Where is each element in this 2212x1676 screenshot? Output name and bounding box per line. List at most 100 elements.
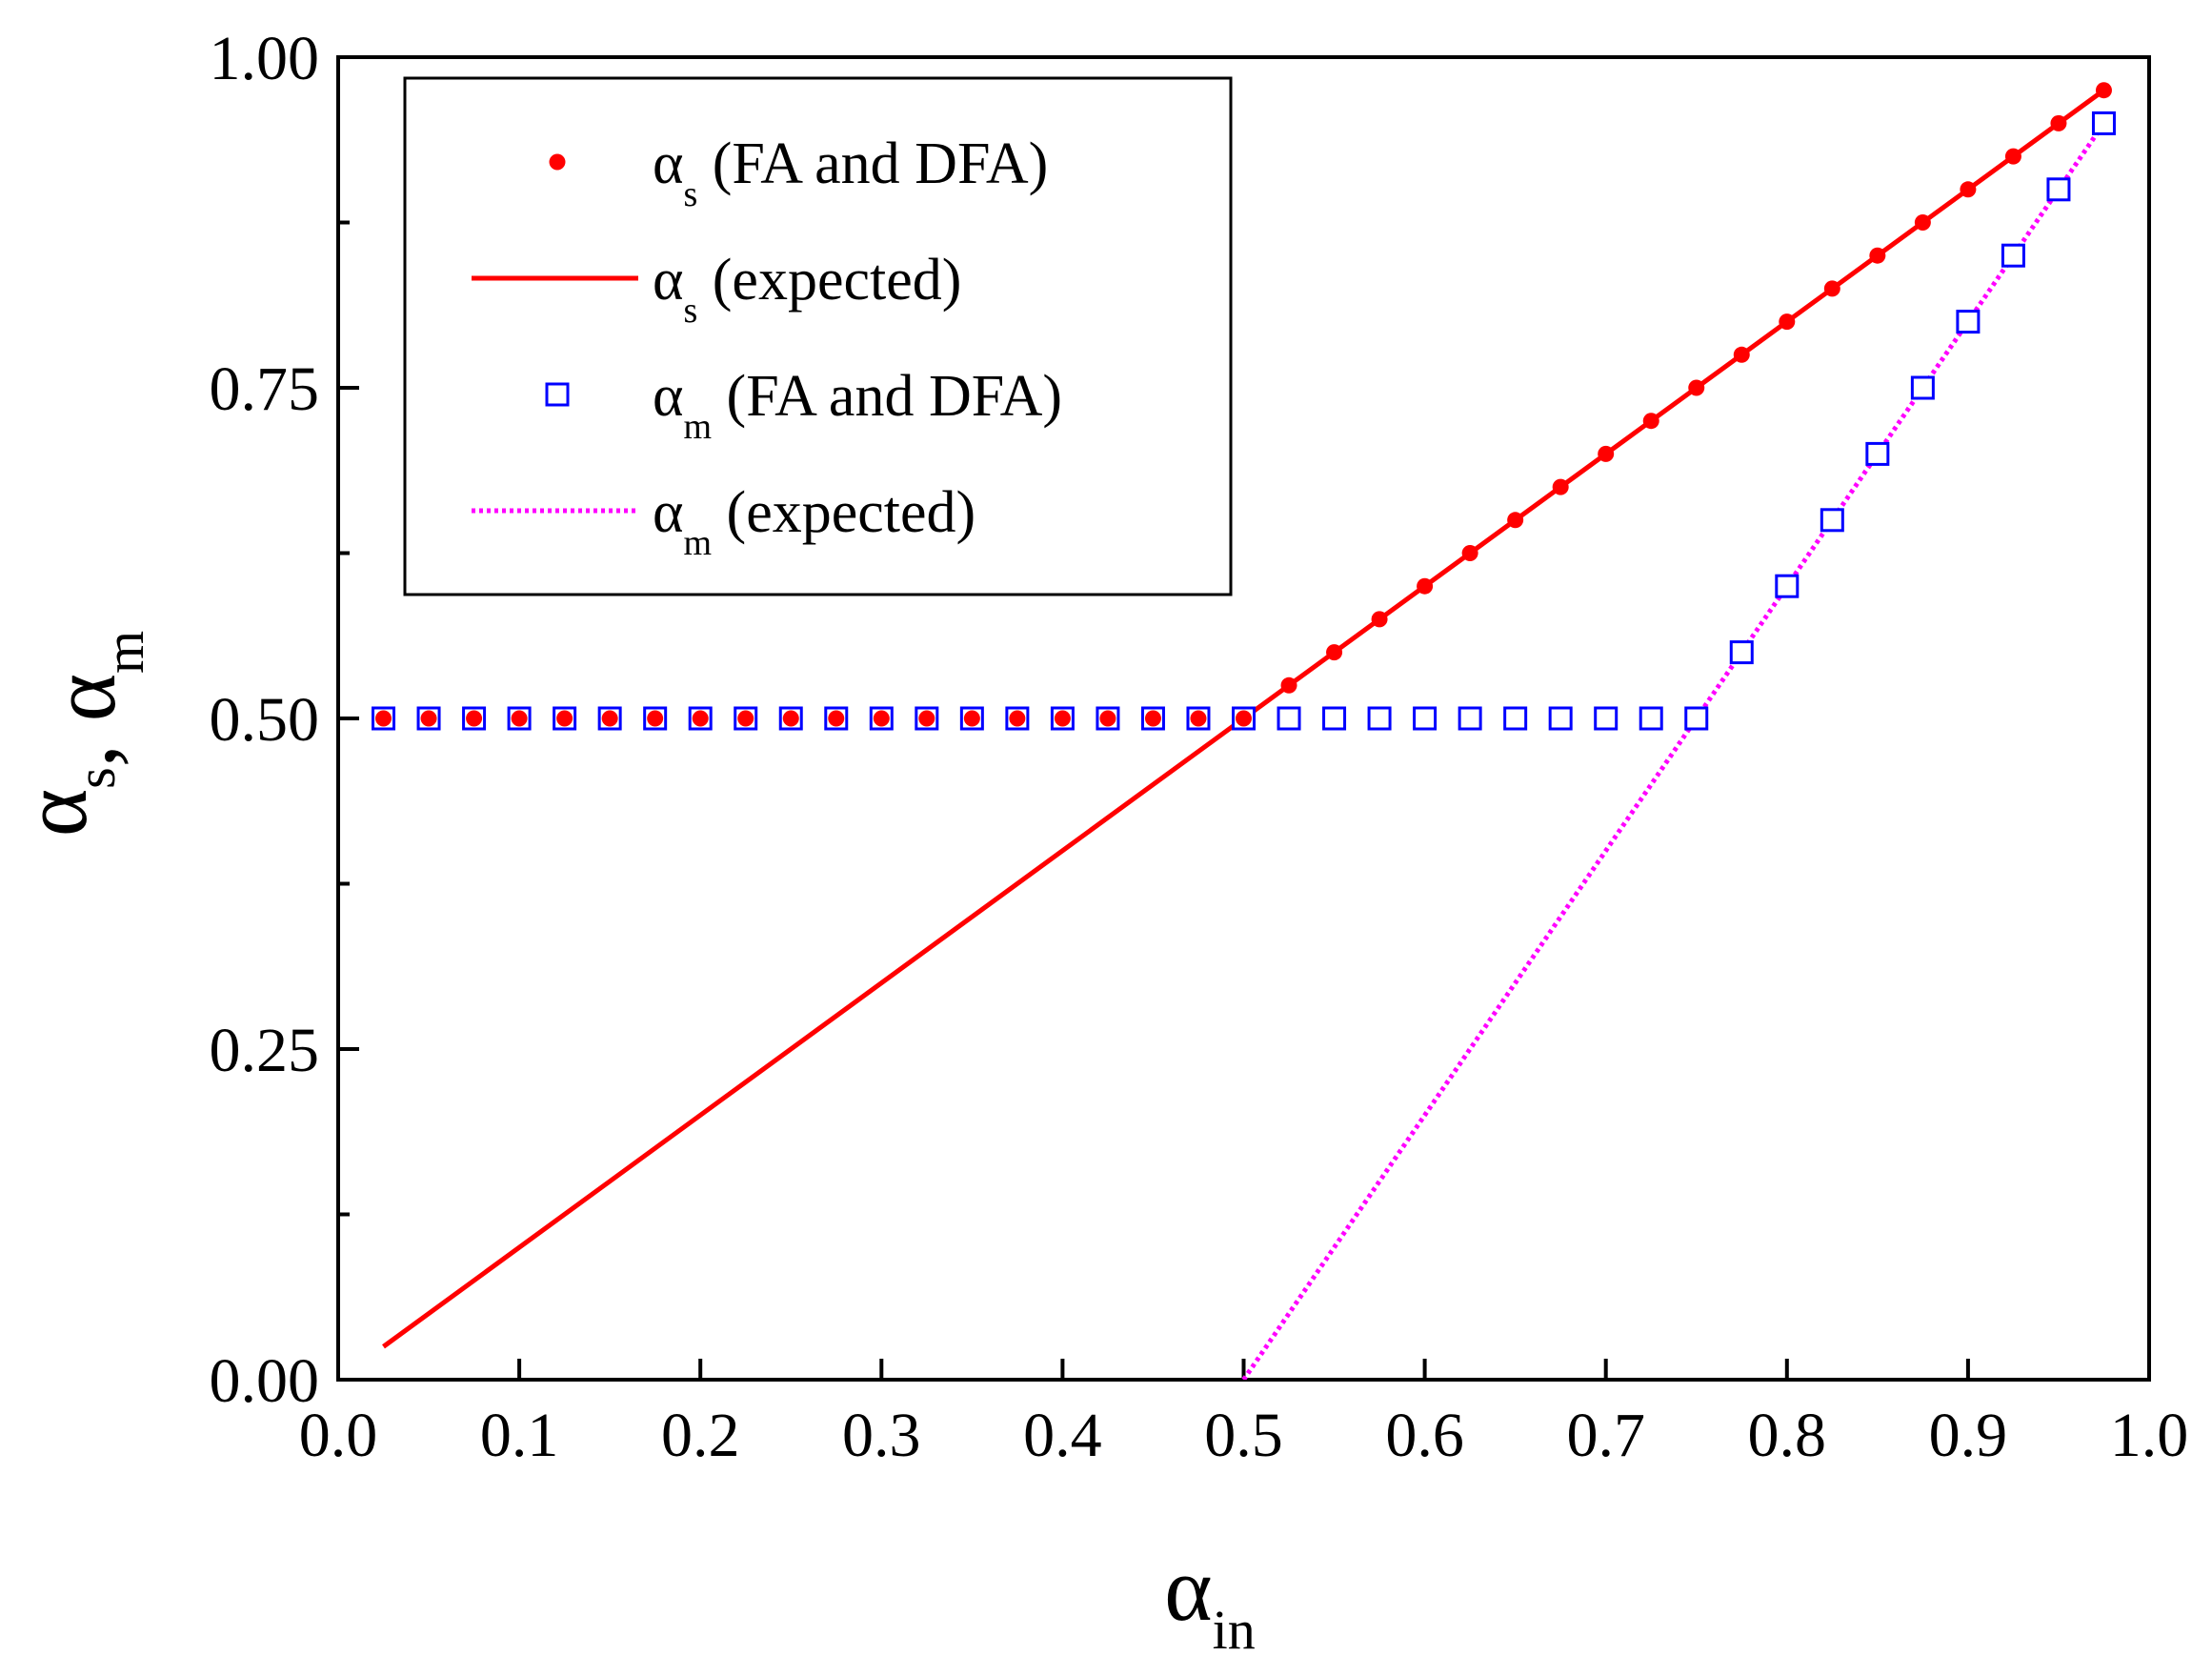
marker-circle bbox=[1960, 181, 1977, 198]
marker-square bbox=[1367, 706, 1392, 731]
legend-marker-square bbox=[545, 382, 570, 407]
marker-square bbox=[1277, 706, 1301, 731]
legend-subscript: m bbox=[683, 407, 712, 447]
marker-circle bbox=[1326, 644, 1343, 661]
marker-circle bbox=[963, 710, 980, 727]
marker-circle bbox=[1417, 577, 1434, 595]
y-axis-subscript: s bbox=[65, 767, 127, 789]
marker-circle bbox=[1733, 346, 1750, 363]
marker-square bbox=[1684, 706, 1709, 731]
marker-square bbox=[1639, 706, 1663, 731]
marker-square bbox=[1865, 441, 1890, 466]
legend-label: αm (expected) bbox=[653, 480, 975, 563]
marker-circle bbox=[1552, 478, 1569, 495]
marker-circle bbox=[1642, 413, 1659, 430]
legend-text: (FA and DFA) bbox=[697, 131, 1048, 196]
marker-circle bbox=[511, 710, 528, 727]
y-tick-label: 1.00 bbox=[210, 24, 320, 93]
marker-square bbox=[1820, 508, 1844, 533]
x-tick-label: 1.0 bbox=[2110, 1401, 2189, 1470]
x-tick-label: 0.5 bbox=[1204, 1401, 1283, 1470]
x-tick-label: 0.0 bbox=[299, 1401, 378, 1470]
legend-label: αs (expected) bbox=[653, 248, 961, 331]
marker-circle bbox=[1461, 545, 1478, 561]
marker-circle bbox=[1099, 710, 1116, 727]
marker-circle bbox=[1688, 379, 1705, 396]
marker-square bbox=[1413, 706, 1438, 731]
marker-square bbox=[1956, 310, 1981, 334]
marker-circle bbox=[1779, 313, 1796, 331]
legend-symbol: α bbox=[653, 131, 683, 196]
marker-circle bbox=[737, 710, 754, 727]
y-axis-separator: , bbox=[32, 721, 134, 767]
y-tick-label: 0.00 bbox=[210, 1346, 320, 1416]
marker-square bbox=[2091, 111, 2116, 135]
marker-circle bbox=[2095, 82, 2112, 99]
x-tick-label: 0.1 bbox=[480, 1401, 559, 1470]
marker-circle bbox=[828, 710, 845, 727]
x-tick-label: 0.4 bbox=[1023, 1401, 1102, 1470]
legend-label: αs (FA and DFA) bbox=[653, 131, 1048, 214]
x-tick-label: 0.8 bbox=[1748, 1401, 1827, 1470]
y-axis-symbol: α bbox=[32, 674, 134, 721]
y-axis-subscript: m bbox=[93, 631, 155, 674]
legend-text: (expected) bbox=[697, 248, 961, 313]
marker-circle bbox=[647, 710, 664, 727]
marker-circle bbox=[692, 710, 709, 727]
marker-circle bbox=[1190, 710, 1207, 727]
marker-square bbox=[2001, 243, 2025, 268]
marker-square bbox=[1594, 706, 1619, 731]
x-axis-subscript: in bbox=[1213, 1599, 1256, 1661]
marker-circle bbox=[1823, 280, 1840, 297]
legend-text: (FA and DFA) bbox=[712, 364, 1062, 429]
marker-circle bbox=[601, 710, 618, 727]
marker-square bbox=[1775, 574, 1800, 598]
legend-symbol: α bbox=[653, 364, 683, 429]
marker-circle bbox=[873, 710, 890, 727]
x-axis-symbol: α bbox=[1164, 1538, 1212, 1640]
marker-square bbox=[1503, 706, 1528, 731]
x-tick-label: 0.7 bbox=[1566, 1401, 1645, 1470]
legend-subscript: m bbox=[683, 523, 712, 563]
marker-circle bbox=[918, 710, 935, 727]
marker-square bbox=[1910, 375, 1935, 400]
marker-circle bbox=[466, 710, 483, 727]
marker-circle bbox=[375, 710, 392, 727]
marker-circle bbox=[1507, 512, 1524, 529]
marker-circle bbox=[1914, 214, 1931, 231]
plot-area bbox=[372, 82, 2116, 1380]
x-tick-label: 0.2 bbox=[661, 1401, 740, 1470]
x-axis-label: αin bbox=[1164, 1538, 1255, 1661]
marker-square bbox=[1548, 706, 1573, 731]
marker-circle bbox=[420, 710, 437, 727]
marker-circle bbox=[1236, 710, 1252, 727]
marker-circle bbox=[2050, 114, 2067, 131]
x-tick-label: 0.6 bbox=[1385, 1401, 1464, 1470]
marker-circle bbox=[2004, 148, 2021, 165]
marker-circle bbox=[1054, 710, 1071, 727]
x-tick-label: 0.9 bbox=[1929, 1401, 2008, 1470]
legend-text: (expected) bbox=[712, 480, 975, 545]
marker-circle bbox=[1009, 710, 1026, 727]
marker-square bbox=[2046, 177, 2071, 202]
y-tick-label: 0.25 bbox=[210, 1016, 320, 1085]
legend-subscript: s bbox=[683, 291, 697, 331]
marker-circle bbox=[1280, 676, 1297, 694]
legend-symbol: α bbox=[653, 480, 683, 545]
legend-label: αm (FA and DFA) bbox=[653, 364, 1062, 447]
x-tick-label: 0.3 bbox=[842, 1401, 921, 1470]
marker-square bbox=[1322, 706, 1347, 731]
marker-circle bbox=[1144, 710, 1161, 727]
y-axis-label: αs, αm bbox=[4, 631, 155, 837]
marker-circle bbox=[1869, 247, 1886, 264]
marker-circle bbox=[556, 710, 573, 727]
marker-square bbox=[1729, 640, 1754, 665]
legend-subscript: s bbox=[683, 174, 697, 214]
marker-circle bbox=[1598, 445, 1615, 462]
marker-circle bbox=[782, 710, 799, 727]
y-axis-symbol: α bbox=[4, 789, 106, 837]
legend-symbol: α bbox=[653, 248, 683, 313]
legend-marker-circle bbox=[549, 153, 566, 171]
marker-circle bbox=[1371, 611, 1388, 628]
